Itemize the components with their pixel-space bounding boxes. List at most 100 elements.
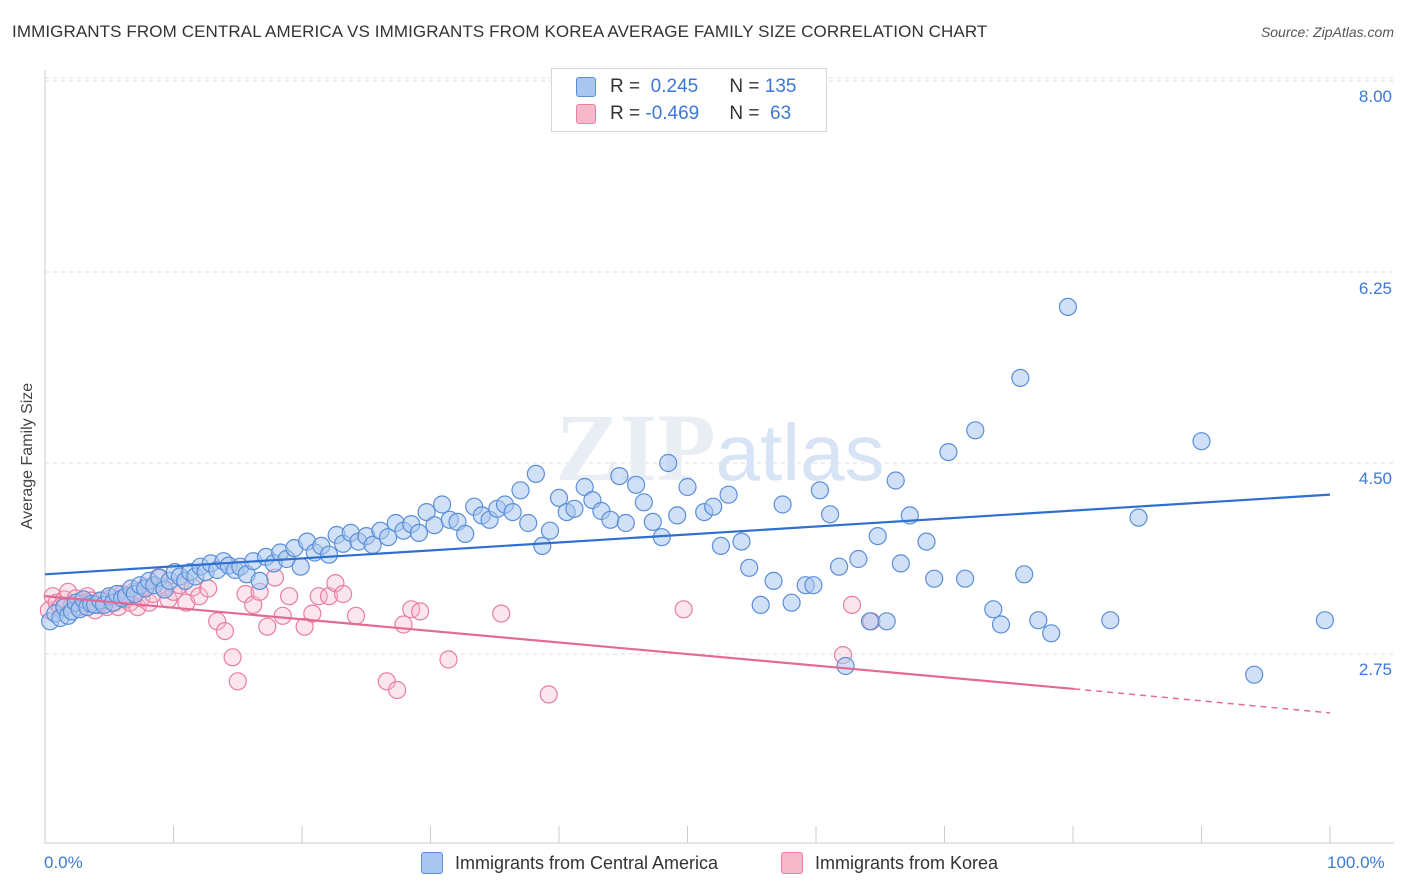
central-america-point [1101, 611, 1120, 630]
central-america-point [939, 443, 958, 462]
legend-r-label: R = [610, 76, 646, 97]
central-america-point [886, 471, 905, 490]
central-america-point [829, 557, 849, 576]
korea-point [199, 579, 218, 598]
central-america-point [549, 488, 569, 507]
korea-point [388, 680, 407, 700]
bottom-legend-label: Immigrants from Korea [815, 852, 999, 873]
central-america-point [319, 545, 339, 564]
central-america-point [1245, 665, 1264, 684]
korea-point [539, 685, 558, 704]
korea-point [228, 672, 247, 691]
central-america-point [610, 467, 629, 486]
central-america-point [291, 557, 310, 576]
central-america-point [626, 475, 646, 494]
central-america-point [804, 576, 823, 595]
central-america-point [659, 453, 678, 473]
source-label: Source: ZipAtlas.com [1260, 24, 1394, 40]
legend-n-label: N = [729, 76, 765, 97]
central-america-point [773, 495, 792, 514]
central-america-point [433, 495, 452, 514]
central-america-point [860, 612, 880, 631]
central-america-point [616, 513, 635, 533]
central-america-point [719, 485, 738, 504]
central-america-point [668, 506, 687, 525]
y-tick-label-450: 4.50 [1358, 469, 1392, 488]
central-america-point [849, 549, 868, 569]
central-america-point [634, 493, 653, 512]
x-tick-label-min: 0.0% [44, 853, 83, 872]
central-america-point [704, 497, 723, 516]
central-america-point [409, 523, 428, 543]
bottom-legend-label: Immigrants from Central America [455, 852, 719, 873]
central-america-point [533, 536, 552, 556]
korea-point [273, 606, 292, 625]
central-america-point [751, 595, 770, 615]
korea-point [244, 595, 263, 615]
korea-point [319, 587, 339, 606]
central-america-point [877, 612, 896, 631]
central-america-point [1129, 508, 1148, 527]
central-america-point [984, 600, 1003, 619]
central-america-point [764, 571, 783, 591]
korea-point [411, 602, 430, 621]
bottom-legend-korea: Immigrants from Korea [781, 852, 998, 874]
korea-point [334, 584, 353, 604]
central-america-point [643, 512, 662, 532]
central-america-point [519, 513, 538, 533]
central-america-point [250, 571, 269, 591]
central-america-point [836, 656, 855, 676]
central-america-point [732, 532, 751, 551]
y-axis-label: Average Family Size [19, 382, 36, 530]
trendlines [44, 493, 1331, 714]
korea-point [394, 615, 413, 634]
korea-point [215, 621, 234, 641]
central-america-point [425, 516, 444, 535]
legend-n-value: 63 [764, 103, 792, 124]
korea-point [346, 606, 366, 625]
central-america-point [511, 481, 530, 500]
y-tick-label-800: 8.00 [1358, 87, 1392, 106]
central-america-point [526, 464, 546, 483]
bottom-legend-central-america: Immigrants from Central America [421, 852, 718, 874]
korea-point [674, 600, 693, 619]
central-america-point [782, 593, 801, 612]
korea-point [280, 587, 299, 606]
central-america-point [565, 499, 584, 518]
central-america-point [820, 505, 840, 524]
central-america-point [966, 421, 985, 440]
central-america-point [1029, 611, 1048, 630]
legend-r-value: -0.469 [645, 103, 700, 124]
watermark: ZIPatlas [555, 394, 884, 501]
central-america-point [1058, 297, 1078, 316]
legend-n-value: 135 [764, 76, 797, 97]
legend-row-korea: R = -0.469 N = 63 [576, 102, 791, 126]
korea-point [842, 595, 862, 615]
central-america-point [1011, 368, 1030, 387]
central-america-point [1315, 611, 1335, 630]
central-america-point [1042, 624, 1061, 643]
central-america-point [503, 502, 522, 522]
bottom-legend-swatch-pink [781, 852, 803, 874]
legend-r-label: R = [610, 103, 646, 124]
correlation-legend: R = 0.245 N = 135 R = -0.469 N = 63 [551, 68, 827, 132]
legend-swatch-pink [576, 104, 596, 124]
central-america-point [678, 477, 697, 497]
central-america-point [925, 569, 944, 588]
central-america-point [917, 532, 936, 551]
central-america-point [711, 536, 731, 556]
axes [44, 70, 1394, 844]
korea-point [258, 617, 277, 636]
central-america-point [955, 569, 975, 588]
legend-swatch-blue [576, 77, 596, 97]
central-america-point [868, 526, 887, 546]
korea-trendline [44, 595, 1075, 691]
central-america-point [991, 615, 1011, 634]
korea-point [309, 587, 328, 606]
central-america-trendline [44, 493, 1331, 576]
central-america-point [540, 521, 560, 540]
korea-point [223, 648, 242, 667]
y-tick-label-625: 6.25 [1358, 279, 1392, 298]
chart-title: IMMIGRANTS FROM CENTRAL AMERICA VS IMMIG… [12, 22, 988, 41]
